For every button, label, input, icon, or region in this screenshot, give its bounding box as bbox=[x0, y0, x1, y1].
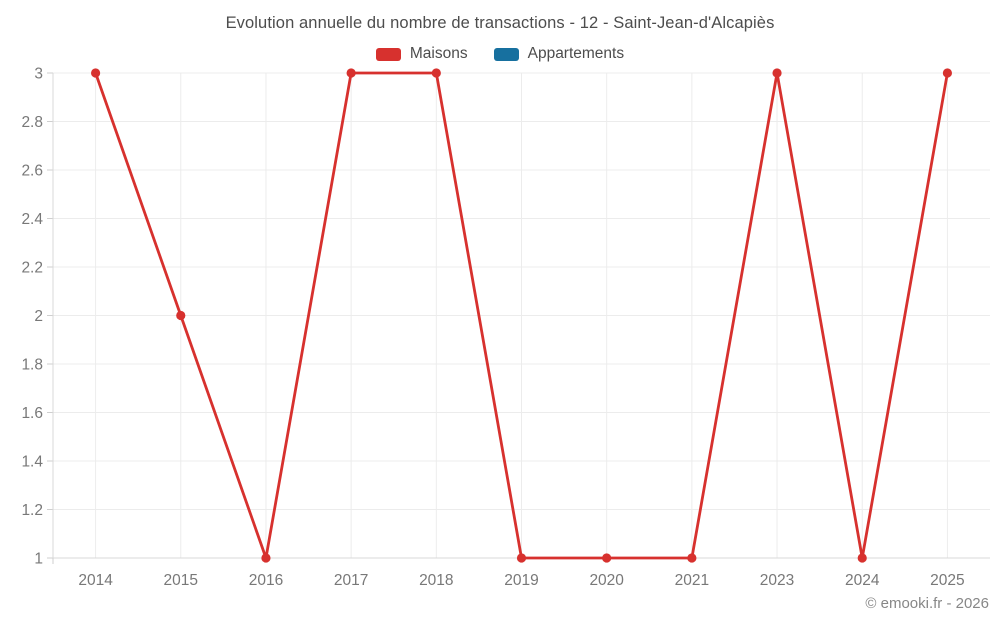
legend-item-maisons[interactable]: Maisons bbox=[375, 45, 468, 63]
legend-swatch-icon bbox=[493, 47, 519, 61]
x-tick-label: 2025 bbox=[930, 572, 964, 589]
x-tick-label: 2017 bbox=[334, 572, 368, 589]
y-tick-label: 2.4 bbox=[21, 211, 43, 228]
data-point-maisons-2015[interactable] bbox=[176, 310, 186, 321]
data-point-maisons-2017[interactable] bbox=[346, 68, 356, 78]
data-point-maisons-2021[interactable] bbox=[687, 553, 697, 563]
data-point-maisons-2016[interactable] bbox=[261, 553, 271, 563]
data-point-maisons-2018[interactable] bbox=[431, 68, 441, 78]
legend-item-appartements[interactable]: Appartements bbox=[493, 45, 625, 63]
y-tick-label: 2.8 bbox=[21, 114, 43, 131]
y-tick-label: 1.4 bbox=[21, 454, 43, 471]
x-tick-label: 2016 bbox=[249, 572, 283, 589]
data-point-maisons-2024[interactable] bbox=[857, 553, 867, 563]
y-tick-label: 2.6 bbox=[21, 163, 43, 180]
x-tick-label: 2020 bbox=[589, 572, 624, 589]
x-tick-label: 2015 bbox=[164, 572, 198, 589]
legend-swatch-icon bbox=[375, 47, 401, 61]
x-tick-label: 2019 bbox=[504, 572, 538, 589]
y-tick-label: 1 bbox=[34, 551, 43, 568]
y-tick-label: 1.2 bbox=[21, 502, 43, 519]
y-tick-label: 1.6 bbox=[21, 405, 43, 422]
x-tick-label: 2024 bbox=[845, 572, 880, 589]
data-point-maisons-2025[interactable] bbox=[942, 68, 953, 78]
y-tick-label: 2.2 bbox=[21, 260, 43, 277]
y-tick-label: 2 bbox=[34, 308, 43, 325]
chart-title: Evolution annuelle du nombre de transact… bbox=[225, 14, 775, 32]
y-tick-label: 1.8 bbox=[21, 357, 43, 374]
legend-label: Appartements bbox=[527, 45, 625, 62]
chart-legend: Maisons Appartements bbox=[0, 45, 1000, 63]
legend-label: Maisons bbox=[409, 45, 468, 62]
data-point-maisons-2020[interactable] bbox=[602, 553, 612, 563]
data-point-maisons-2014[interactable] bbox=[90, 68, 101, 78]
x-tick-label: 2021 bbox=[675, 572, 709, 589]
x-tick-label: 2014 bbox=[78, 572, 113, 589]
footer-credit: © emooki.fr - 2026 bbox=[865, 595, 989, 612]
data-point-maisons-2019[interactable] bbox=[516, 553, 527, 563]
x-tick-label: 2023 bbox=[760, 572, 794, 589]
x-tick-label: 2018 bbox=[419, 572, 453, 589]
y-tick-label: 3 bbox=[34, 66, 43, 83]
data-point-maisons-2023[interactable] bbox=[772, 68, 782, 78]
